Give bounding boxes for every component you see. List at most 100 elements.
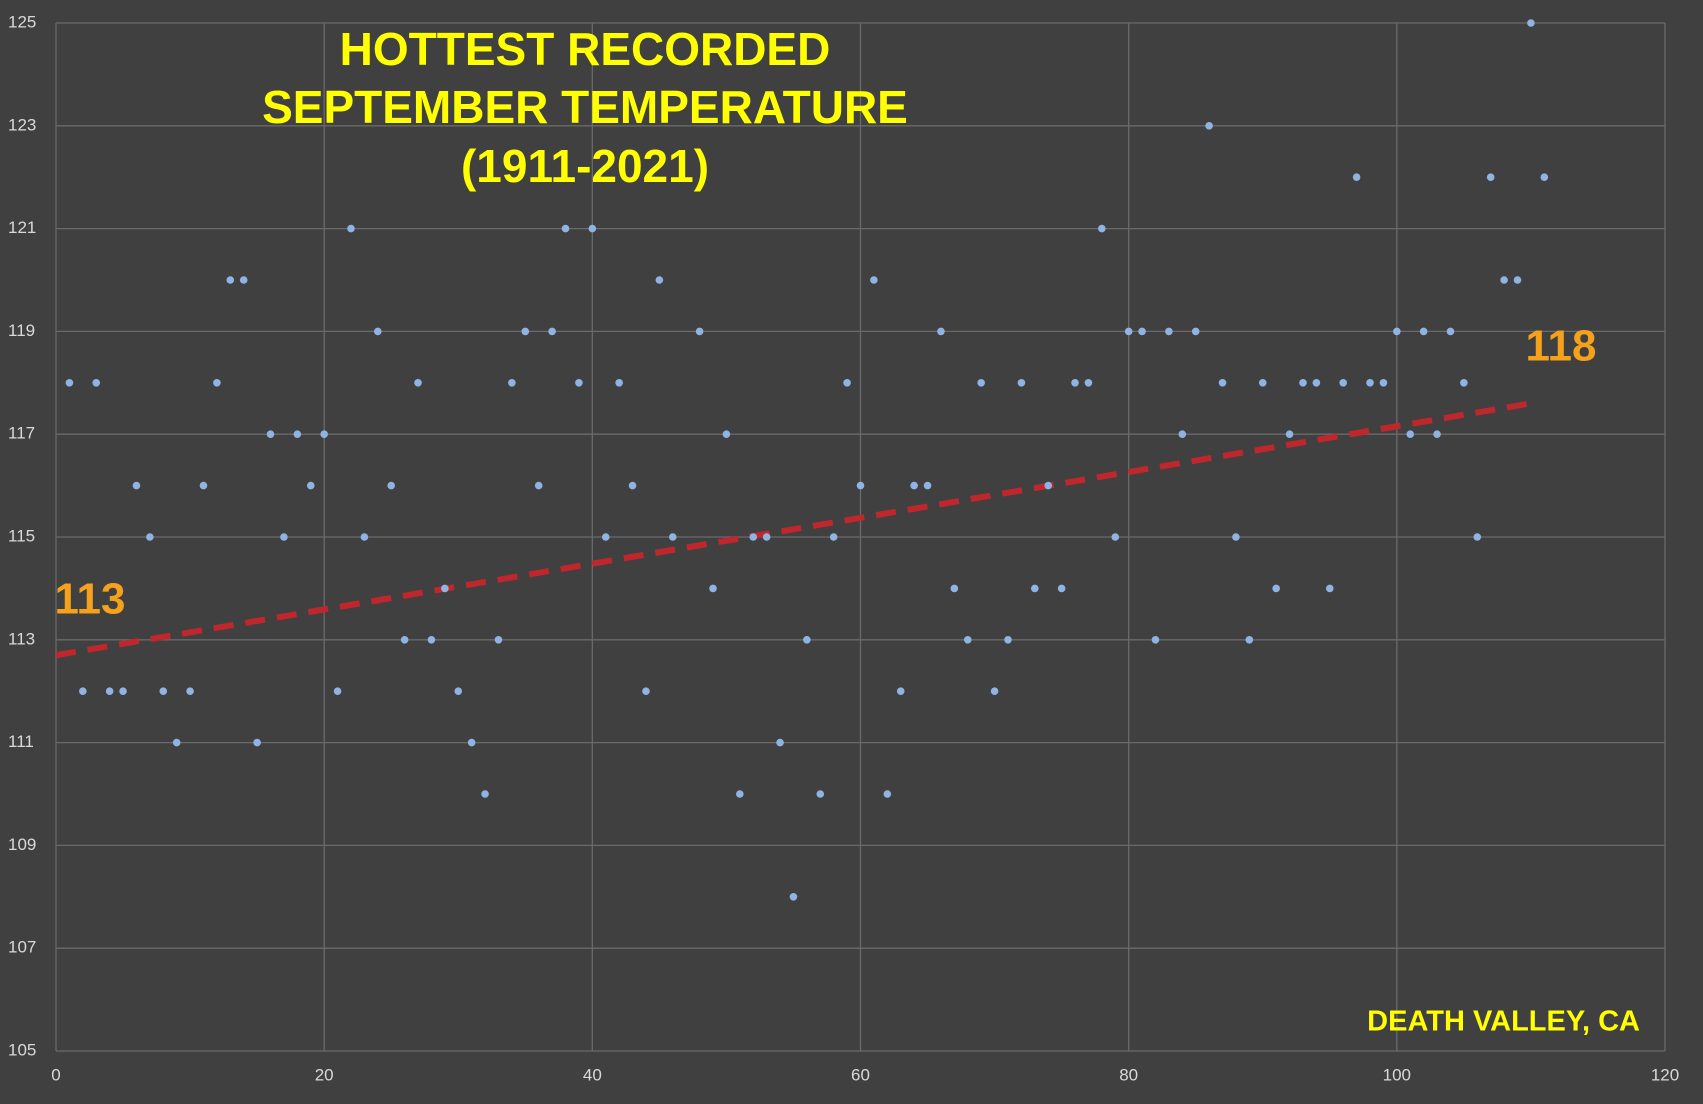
point	[870, 276, 878, 284]
point	[1232, 533, 1240, 541]
point	[548, 327, 556, 336]
point	[534, 481, 543, 490]
point	[1111, 533, 1120, 541]
point	[467, 738, 476, 747]
point	[910, 481, 918, 490]
point	[333, 687, 342, 695]
chart-title: HOTTEST RECORDED	[340, 23, 831, 75]
y-tick-label: 111	[8, 732, 34, 751]
trendline	[55, 400, 1532, 659]
point	[360, 533, 369, 541]
point	[1540, 173, 1549, 181]
point	[736, 790, 744, 798]
annotation: DEATH VALLEY, CA	[1367, 1006, 1640, 1038]
point	[1312, 379, 1321, 387]
marks	[55, 19, 1549, 901]
point	[253, 738, 261, 747]
point	[1004, 636, 1012, 644]
point	[1299, 379, 1307, 387]
point	[1339, 379, 1347, 387]
x-tick-label: 20	[315, 1065, 334, 1084]
point	[789, 893, 798, 901]
y-tick-label: 105	[8, 1040, 36, 1059]
point	[1165, 327, 1173, 336]
point	[454, 687, 463, 695]
point	[79, 687, 87, 695]
y-tick-label: 117	[8, 424, 35, 443]
point	[1460, 379, 1468, 387]
point	[1245, 636, 1254, 644]
annotation: 118	[1526, 322, 1597, 371]
y-tick-label: 109	[8, 835, 36, 854]
point	[1393, 327, 1401, 336]
point	[695, 327, 704, 336]
point	[1352, 173, 1361, 181]
point	[601, 533, 610, 541]
point	[400, 636, 409, 644]
point	[387, 481, 396, 490]
point	[146, 533, 154, 541]
point	[843, 379, 851, 387]
point	[668, 533, 677, 541]
point	[521, 327, 530, 336]
x-tick-label: 0	[51, 1065, 60, 1084]
point	[1178, 430, 1187, 439]
point	[1258, 379, 1267, 387]
point	[159, 687, 168, 695]
point	[1486, 173, 1495, 181]
point	[1513, 276, 1522, 284]
y-tick-label: 115	[8, 526, 35, 545]
point	[1473, 533, 1482, 541]
point	[374, 327, 382, 336]
point	[92, 379, 101, 387]
point	[1017, 379, 1026, 387]
point	[293, 430, 302, 439]
point	[990, 687, 999, 695]
point	[132, 481, 141, 490]
point	[1218, 379, 1227, 387]
point	[1527, 19, 1535, 27]
point	[306, 481, 315, 490]
point	[977, 379, 985, 387]
point	[226, 276, 235, 284]
y-tick-label: 113	[8, 629, 35, 648]
y-tick-label: 121	[8, 218, 36, 237]
point	[199, 481, 208, 490]
point	[347, 224, 355, 233]
point	[709, 584, 717, 593]
point	[119, 687, 127, 695]
point	[105, 687, 114, 695]
point	[722, 430, 731, 439]
point	[1285, 430, 1294, 439]
point	[615, 379, 623, 387]
point	[1272, 584, 1280, 593]
point	[1205, 122, 1213, 130]
point	[1124, 327, 1133, 336]
point	[1044, 481, 1053, 490]
point	[896, 687, 905, 695]
y-tick-label: 125	[8, 12, 36, 31]
point	[963, 636, 972, 644]
point	[950, 584, 959, 593]
point	[1500, 276, 1508, 284]
point	[923, 481, 932, 490]
x-tick-label: 100	[1383, 1065, 1411, 1084]
point	[414, 379, 422, 387]
point	[762, 533, 771, 541]
point	[213, 379, 221, 387]
chart-title: SEPTEMBER TEMPERATURE	[262, 81, 908, 133]
annotation: 113	[55, 575, 126, 624]
point	[1151, 636, 1160, 644]
x-tick-label: 80	[1119, 1065, 1138, 1084]
point	[1191, 327, 1200, 336]
point	[776, 738, 784, 747]
point	[1406, 430, 1415, 439]
point	[494, 636, 503, 644]
y-tick-label: 107	[8, 938, 36, 957]
point	[749, 533, 758, 541]
point	[186, 687, 194, 695]
point	[642, 687, 650, 695]
point	[829, 533, 838, 541]
